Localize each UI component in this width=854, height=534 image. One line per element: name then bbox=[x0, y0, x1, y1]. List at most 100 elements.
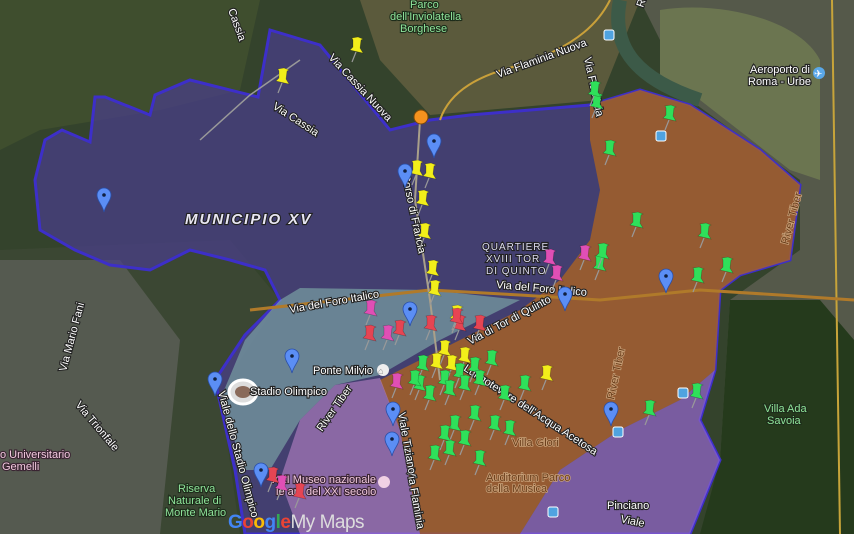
foro-italico-region[interactable] bbox=[220, 288, 520, 470]
pinciano-region[interactable] bbox=[520, 370, 720, 534]
svg-text:✈: ✈ bbox=[814, 69, 822, 80]
pushpin-icon[interactable] bbox=[539, 364, 554, 391]
pushpin-icon[interactable] bbox=[442, 379, 457, 406]
road-corso-francia bbox=[413, 119, 441, 381]
pushpin-icon[interactable] bbox=[422, 384, 437, 411]
pushpin-icon[interactable] bbox=[457, 429, 472, 456]
place-maxxi-2: le arti del XXI secolo bbox=[276, 486, 376, 498]
pushpin-icon[interactable] bbox=[442, 439, 457, 466]
pushpin-icon[interactable] bbox=[427, 444, 442, 471]
pushpin-icon[interactable] bbox=[467, 356, 482, 383]
pushpin-icon[interactable] bbox=[275, 67, 290, 94]
map-marker-icon[interactable] bbox=[384, 431, 400, 457]
map-marker-icon[interactable] bbox=[385, 401, 401, 427]
orange-marker-icon[interactable] bbox=[413, 109, 429, 125]
road-foro-italico bbox=[249, 288, 854, 312]
map-marker-icon[interactable] bbox=[402, 301, 418, 327]
pushpin-icon[interactable] bbox=[349, 36, 364, 63]
district-label: MUNICIPIO XV bbox=[185, 211, 312, 228]
place-auditorium-1: Auditorium Parco bbox=[486, 472, 570, 484]
flaminio-region[interactable] bbox=[280, 378, 420, 534]
pushpin-icon[interactable] bbox=[447, 414, 462, 441]
museum-icon[interactable] bbox=[378, 476, 390, 488]
pushpin-icon[interactable] bbox=[642, 399, 657, 426]
pushpin-icon[interactable] bbox=[457, 374, 472, 401]
pushpin-icon[interactable] bbox=[484, 349, 499, 376]
pushpin-icon[interactable] bbox=[392, 319, 407, 346]
pushpin-icon[interactable] bbox=[719, 256, 734, 283]
place-gemelli-2: Gemelli bbox=[2, 461, 39, 473]
pushpin-icon[interactable] bbox=[472, 369, 487, 396]
map-marker-icon[interactable] bbox=[426, 133, 442, 159]
pushpin-icon[interactable] bbox=[417, 222, 432, 249]
pushpin-icon[interactable] bbox=[427, 279, 442, 306]
map-marker-icon[interactable] bbox=[207, 371, 223, 397]
pushpin-icon[interactable] bbox=[502, 419, 517, 446]
pushpin-icon[interactable] bbox=[690, 266, 705, 293]
pushpin-icon[interactable] bbox=[457, 346, 472, 373]
map-marker-icon[interactable] bbox=[284, 348, 300, 374]
pushpin-icon[interactable] bbox=[380, 324, 395, 351]
stadium-icon[interactable] bbox=[227, 378, 259, 406]
pushpin-icon[interactable] bbox=[662, 104, 677, 131]
pushpin-icon[interactable] bbox=[629, 211, 644, 238]
pushpin-icon[interactable] bbox=[363, 299, 378, 326]
pushpin-icon[interactable] bbox=[497, 384, 512, 411]
pushpin-icon[interactable] bbox=[429, 352, 444, 379]
pushpin-icon[interactable] bbox=[265, 466, 280, 493]
transit-station-icon[interactable] bbox=[603, 29, 615, 41]
pushpin-icon[interactable] bbox=[697, 222, 712, 249]
pushpin-icon[interactable] bbox=[449, 307, 464, 334]
map-marker-icon[interactable] bbox=[96, 187, 112, 213]
tiber-area-region[interactable] bbox=[380, 90, 800, 534]
pushpin-icon[interactable] bbox=[577, 244, 592, 271]
transit-station-icon[interactable] bbox=[677, 387, 689, 399]
pushpin-icon[interactable] bbox=[292, 482, 307, 509]
pushpin-icon[interactable] bbox=[362, 324, 377, 351]
pushpin-icon[interactable] bbox=[422, 162, 437, 189]
bridge-icon[interactable]: ⌂ bbox=[377, 364, 389, 376]
pushpin-icon[interactable] bbox=[602, 139, 617, 166]
pushpin-icon[interactable] bbox=[423, 314, 438, 341]
pushpin-icon[interactable] bbox=[517, 374, 532, 401]
villa-ada-park bbox=[700, 300, 854, 534]
place-maxxi-1: XXI Museo nazionale bbox=[272, 474, 376, 486]
pushpin-icon[interactable] bbox=[587, 80, 602, 107]
place-parco-3: Borghese bbox=[400, 23, 447, 35]
pushpin-icon[interactable] bbox=[389, 372, 404, 399]
place-villa-ada-2: Savoia bbox=[767, 415, 802, 427]
pushpin-icon[interactable] bbox=[437, 339, 452, 366]
pushpin-icon[interactable] bbox=[595, 242, 610, 269]
pushpin-icon[interactable] bbox=[425, 259, 440, 286]
map-marker-icon[interactable] bbox=[603, 401, 619, 427]
pushpin-icon[interactable] bbox=[689, 382, 704, 409]
map-marker-icon[interactable] bbox=[658, 268, 674, 294]
transit-station-icon[interactable] bbox=[547, 506, 559, 518]
railway bbox=[831, 0, 841, 534]
transit-station-icon[interactable] bbox=[655, 130, 667, 142]
airport-icon[interactable]: ✈ bbox=[813, 67, 825, 80]
pushpin-icon[interactable] bbox=[542, 248, 557, 275]
pushpin-icon[interactable] bbox=[549, 264, 564, 291]
place-auditorium-2: della Musica bbox=[486, 483, 548, 495]
map-marker-icon[interactable] bbox=[253, 462, 269, 488]
place-aeroporto-1: Aeroporto di bbox=[750, 64, 810, 76]
pushpin-icon[interactable] bbox=[409, 159, 424, 186]
pushpin-icon[interactable] bbox=[487, 414, 502, 441]
transit-station-icon[interactable] bbox=[612, 426, 624, 438]
pushpin-icon[interactable] bbox=[472, 449, 487, 476]
pushpin-icon[interactable] bbox=[407, 369, 422, 396]
logo-letter: o bbox=[253, 512, 265, 533]
pushpin-icon[interactable] bbox=[467, 404, 482, 431]
map-marker-icon[interactable] bbox=[557, 286, 573, 312]
terrain-northwest bbox=[0, 0, 260, 150]
pushpin-icon[interactable] bbox=[415, 189, 430, 216]
place-parco-1: Parco bbox=[410, 0, 439, 11]
pushpin-icon[interactable] bbox=[437, 424, 452, 451]
quarter-label-1: QUARTIERE bbox=[482, 242, 549, 253]
pushpin-icon[interactable] bbox=[472, 314, 487, 341]
pushpin-icon[interactable] bbox=[444, 354, 459, 381]
quarter-label-2: XVIII TOR bbox=[486, 254, 540, 265]
map-marker-icon[interactable] bbox=[397, 163, 413, 189]
